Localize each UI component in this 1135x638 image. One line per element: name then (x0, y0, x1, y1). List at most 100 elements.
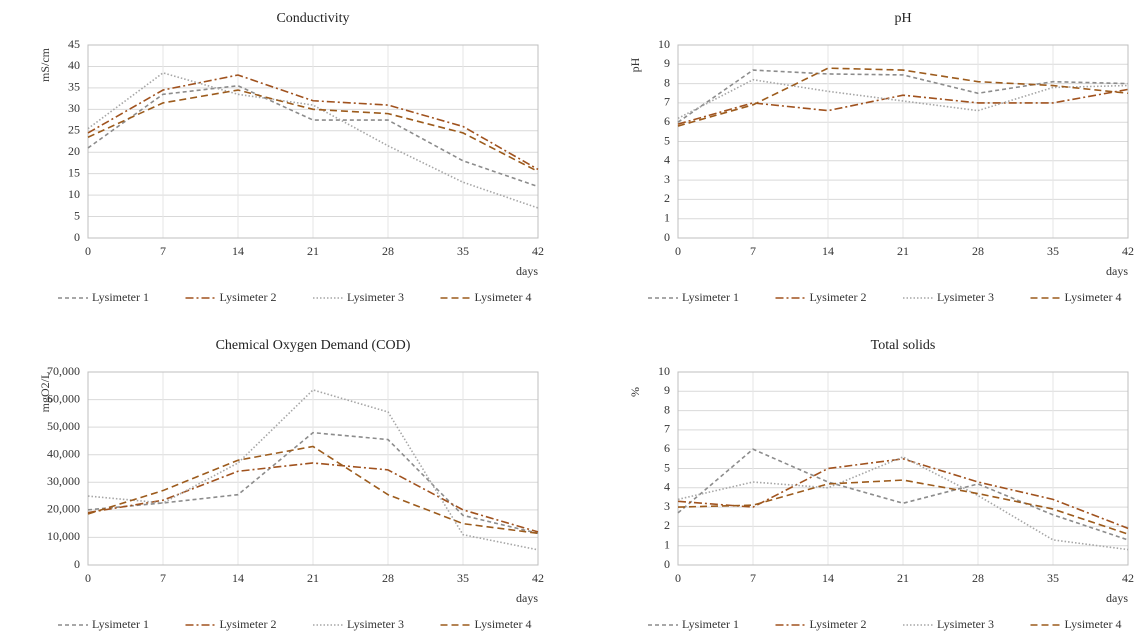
y-tick-label: 70,000 (47, 364, 80, 378)
y-tick-label: 9 (664, 56, 670, 70)
y-tick-label: 0 (74, 230, 80, 244)
x-axis-label: days (1106, 264, 1128, 278)
x-tick-label: 21 (897, 244, 909, 258)
x-tick-label: 0 (85, 571, 91, 585)
y-tick-label: 30,000 (47, 474, 80, 488)
y-tick-label: 40 (68, 58, 80, 72)
chart-title: Total solids (871, 338, 936, 353)
x-tick-label: 42 (532, 244, 544, 258)
x-tick-label: 14 (822, 244, 834, 258)
series-line (677, 448, 1129, 541)
x-tick-label: 35 (457, 571, 469, 585)
series-line (677, 78, 1129, 120)
legend-label: Lysimeter 1 (682, 617, 739, 631)
y-tick-label: 9 (664, 383, 670, 397)
y-tick-label: 10 (658, 364, 670, 378)
y-tick-label: 1 (664, 210, 670, 224)
x-tick-label: 35 (457, 244, 469, 258)
legend-label: Lysimeter 2 (220, 290, 277, 304)
y-tick-label: 0 (74, 557, 80, 571)
y-axis-label: % (628, 387, 642, 397)
x-tick-label: 35 (1047, 244, 1059, 258)
x-tick-label: 14 (232, 571, 244, 585)
series-line (87, 89, 539, 173)
x-tick-label: 7 (750, 244, 756, 258)
legend-label: Lysimeter 2 (220, 617, 277, 631)
y-tick-label: 2 (664, 191, 670, 205)
x-tick-label: 7 (750, 571, 756, 585)
legend-label: Lysimeter 1 (682, 290, 739, 304)
y-tick-label: 5 (664, 460, 670, 474)
y-tick-label: 35 (68, 80, 80, 94)
y-tick-label: 15 (68, 165, 80, 179)
y-tick-label: 40,000 (47, 446, 80, 460)
y-axis-label: pH (628, 57, 642, 72)
legend-label: Lysimeter 4 (1065, 290, 1122, 304)
series-line (677, 88, 1129, 125)
series-line (87, 389, 539, 551)
chart-title: Conductivity (276, 11, 349, 26)
series-line (87, 445, 539, 535)
x-tick-label: 14 (232, 244, 244, 258)
y-tick-label: 8 (664, 75, 670, 89)
y-tick-label: 10 (658, 37, 670, 51)
x-tick-label: 7 (160, 244, 166, 258)
x-tick-label: 7 (160, 571, 166, 585)
x-tick-label: 0 (675, 244, 681, 258)
y-tick-label: 0 (664, 557, 670, 571)
legend-label: Lysimeter 1 (92, 290, 149, 304)
legend-label: Lysimeter 4 (1065, 617, 1122, 631)
y-tick-label: 7 (664, 422, 670, 436)
chart-title: pH (894, 11, 911, 26)
y-tick-label: 1 (664, 537, 670, 551)
y-tick-label: 5 (664, 133, 670, 147)
x-tick-label: 21 (307, 244, 319, 258)
x-tick-label: 0 (85, 244, 91, 258)
x-tick-label: 14 (822, 571, 834, 585)
x-tick-label: 35 (1047, 571, 1059, 585)
series-line (87, 431, 539, 535)
series-line (677, 69, 1129, 123)
legend-label: Lysimeter 2 (810, 617, 867, 631)
y-tick-label: 2 (664, 518, 670, 532)
x-tick-label: 42 (1122, 244, 1134, 258)
legend-label: Lysimeter 3 (347, 290, 404, 304)
y-tick-label: 7 (664, 95, 670, 109)
y-tick-label: 4 (664, 480, 670, 494)
y-tick-label: 8 (664, 402, 670, 416)
chart-title: Chemical Oxygen Demand (COD) (216, 338, 411, 353)
plot-frame (87, 44, 539, 239)
legend-label: Lysimeter 3 (937, 290, 994, 304)
legend-label: Lysimeter 1 (92, 617, 149, 631)
x-tick-label: 28 (382, 571, 394, 585)
plot-frame (677, 44, 1129, 239)
y-axis-label: mS/cm (38, 47, 52, 82)
y-tick-label: 3 (664, 172, 670, 186)
y-tick-label: 30 (68, 101, 80, 115)
series-line (87, 74, 539, 171)
x-axis-label: days (516, 591, 538, 605)
legend-label: Lysimeter 4 (475, 290, 532, 304)
y-tick-label: 10,000 (47, 529, 80, 543)
series-line (677, 458, 1129, 530)
plot-frame (677, 371, 1129, 566)
y-tick-label: 6 (664, 441, 670, 455)
y-tick-label: 6 (664, 114, 670, 128)
y-tick-label: 20 (68, 144, 80, 158)
y-axis-label: mgO2/L (38, 372, 52, 413)
legend-label: Lysimeter 3 (347, 617, 404, 631)
x-tick-label: 28 (972, 244, 984, 258)
x-tick-label: 42 (532, 571, 544, 585)
y-tick-label: 5 (74, 208, 80, 222)
legend-label: Lysimeter 2 (810, 290, 867, 304)
y-tick-label: 4 (664, 153, 670, 167)
legend-label: Lysimeter 3 (937, 617, 994, 631)
x-axis-label: days (1106, 591, 1128, 605)
x-tick-label: 28 (972, 571, 984, 585)
y-tick-label: 45 (68, 37, 80, 51)
y-tick-label: 50,000 (47, 419, 80, 433)
x-tick-label: 0 (675, 571, 681, 585)
y-tick-label: 10 (68, 187, 80, 201)
y-tick-label: 3 (664, 499, 670, 513)
